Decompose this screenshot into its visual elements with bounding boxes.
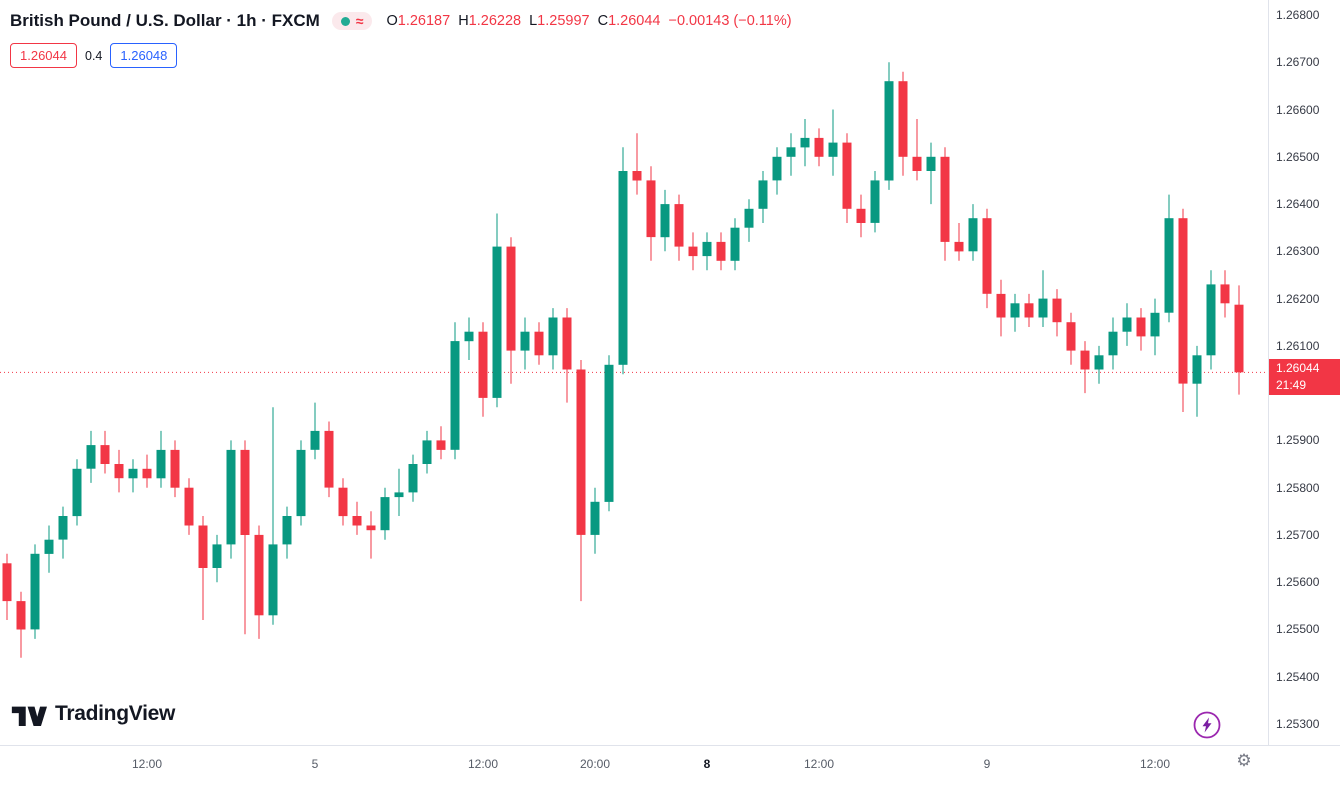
price-tick-label: 1.25600	[1276, 575, 1320, 590]
price-tick-label: 1.25400	[1276, 669, 1320, 684]
time-tick-label: 12:00	[131, 757, 163, 771]
time-tick-label: 12:00	[803, 757, 835, 771]
market-status-dot-icon	[340, 16, 350, 26]
price-tick-label: 1.26600	[1276, 102, 1320, 117]
price-tick-label: 1.26400	[1276, 197, 1320, 212]
price-tick-label: 1.26100	[1276, 338, 1320, 353]
price-tick-label: 1.25700	[1276, 527, 1320, 542]
legend-row-quotes: 1.26044 0.4 1.26048	[10, 43, 792, 68]
tradingview-logo[interactable]: TradingView	[10, 701, 175, 727]
chart-pane[interactable]: British Pound / U.S. Dollar · 1h · FXCM …	[0, 0, 1268, 745]
time-tick-label: 20:00	[579, 757, 611, 771]
candlestick-chart[interactable]	[0, 0, 1268, 745]
change-value: −0.00143 (−0.11%)	[668, 13, 792, 29]
lightning-icon	[1193, 711, 1221, 739]
price-tick-label: 1.26200	[1276, 291, 1320, 306]
high-value: H1.26228	[458, 13, 522, 29]
time-tick-label: 12:00	[467, 757, 499, 771]
price-tick-label: 1.25500	[1276, 622, 1320, 637]
legend: British Pound / U.S. Dollar · 1h · FXCM …	[10, 8, 792, 68]
legend-row-main: British Pound / U.S. Dollar · 1h · FXCM …	[10, 8, 792, 34]
spread-value: 0.4	[85, 48, 103, 63]
time-axis[interactable]: 12:00 5 12:00 20:00 8 12:00 9 12:00	[0, 745, 1340, 785]
price-tick-label: 1.25800	[1276, 480, 1320, 495]
price-tick-label: 1.26300	[1276, 244, 1320, 259]
close-value: C1.26044	[597, 13, 661, 29]
boost-button[interactable]	[1192, 710, 1222, 740]
time-tick-label: 12:00	[1139, 757, 1171, 771]
price-tick-label: 1.25300	[1276, 717, 1320, 731]
tradingview-logo-glyph-icon	[11, 706, 47, 727]
low-value: L1.25997	[529, 13, 590, 29]
tradingview-logo-text: TradingView	[55, 702, 176, 725]
bid-price-button[interactable]: 1.26044	[10, 43, 77, 68]
time-tick-label: 5	[311, 757, 319, 771]
time-tick-label: 9	[983, 757, 991, 771]
last-price-badge: 1.26044 21:49	[1269, 359, 1340, 396]
candle-series	[2, 62, 1244, 658]
data-status-pill[interactable]: ≈	[331, 12, 373, 30]
bar-countdown: 21:49	[1276, 378, 1307, 393]
open-value: O1.26187	[386, 13, 451, 29]
price-tick-label: 1.26500	[1276, 149, 1320, 164]
price-tick-label: 1.25900	[1276, 433, 1320, 448]
price-axis[interactable]: 1.26044 21:49 1.26800 1.26700 1.26600 1.265…	[1268, 0, 1340, 745]
settings-gear-icon[interactable]: ⚙	[1236, 751, 1252, 771]
price-tick-label: 1.26800	[1276, 8, 1320, 22]
last-price-label: 1.26044	[1276, 361, 1320, 376]
symbol-title[interactable]: British Pound / U.S. Dollar · 1h · FXCM	[10, 11, 320, 30]
ohlc-readout: O1.26187 H1.26228 L1.25997 C1.26044 −0.0…	[386, 13, 791, 29]
delayed-data-icon: ≈	[355, 13, 364, 29]
ask-price-button[interactable]: 1.26048	[110, 43, 178, 68]
time-tick-label: 8	[703, 757, 711, 771]
price-tick-label: 1.26700	[1276, 55, 1320, 70]
